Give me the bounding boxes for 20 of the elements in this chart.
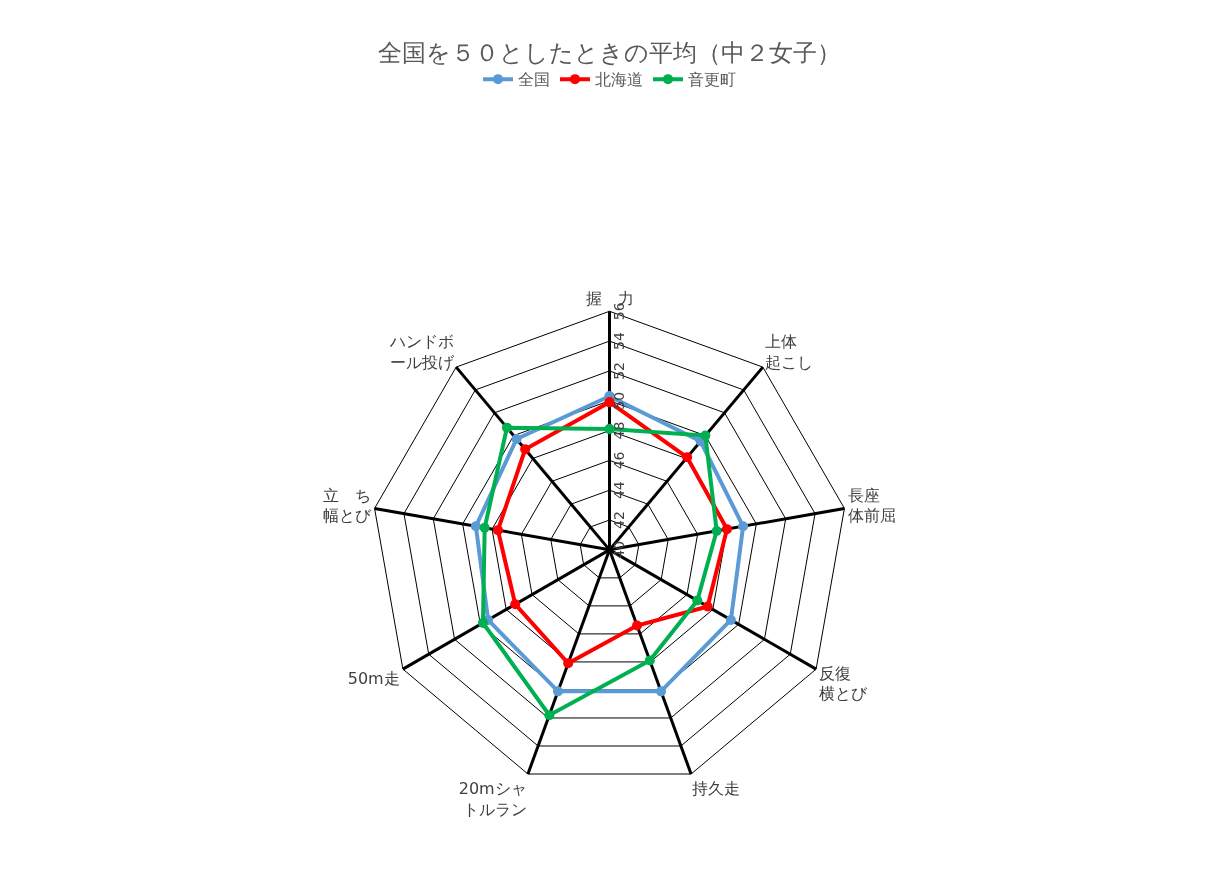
spoke-label: 長座体前屈 (848, 485, 897, 526)
y-tick-label: 40 (611, 540, 627, 559)
legend-label: 音更町 (688, 70, 736, 90)
y-tick-label: 42 (611, 511, 627, 529)
y-tick-label: 52 (611, 362, 627, 380)
y-tick-label: 54 (611, 332, 627, 351)
spoke-label: 上体起こし (765, 332, 814, 372)
y-tick-label: 48 (611, 421, 627, 440)
spoke-label: 反復横とび (819, 663, 869, 704)
chart-title: 全国を５０としたときの平均（中２女子） (378, 38, 841, 67)
y-tick-label: 50 (611, 391, 627, 410)
legend-label: 北海道 (595, 70, 643, 90)
spoke-label: 20mシャトルラン (458, 778, 527, 819)
spoke-label: 50m走 (347, 668, 400, 688)
spoke-label: 持久走 (692, 779, 741, 799)
spoke-label: ハンドボール投げ (388, 332, 455, 372)
spoke-label: 立 ち幅とび (322, 485, 372, 526)
y-tick-label: 44 (611, 481, 627, 500)
y-tick-label: 46 (611, 451, 627, 470)
legend-label: 全国 (518, 70, 550, 90)
